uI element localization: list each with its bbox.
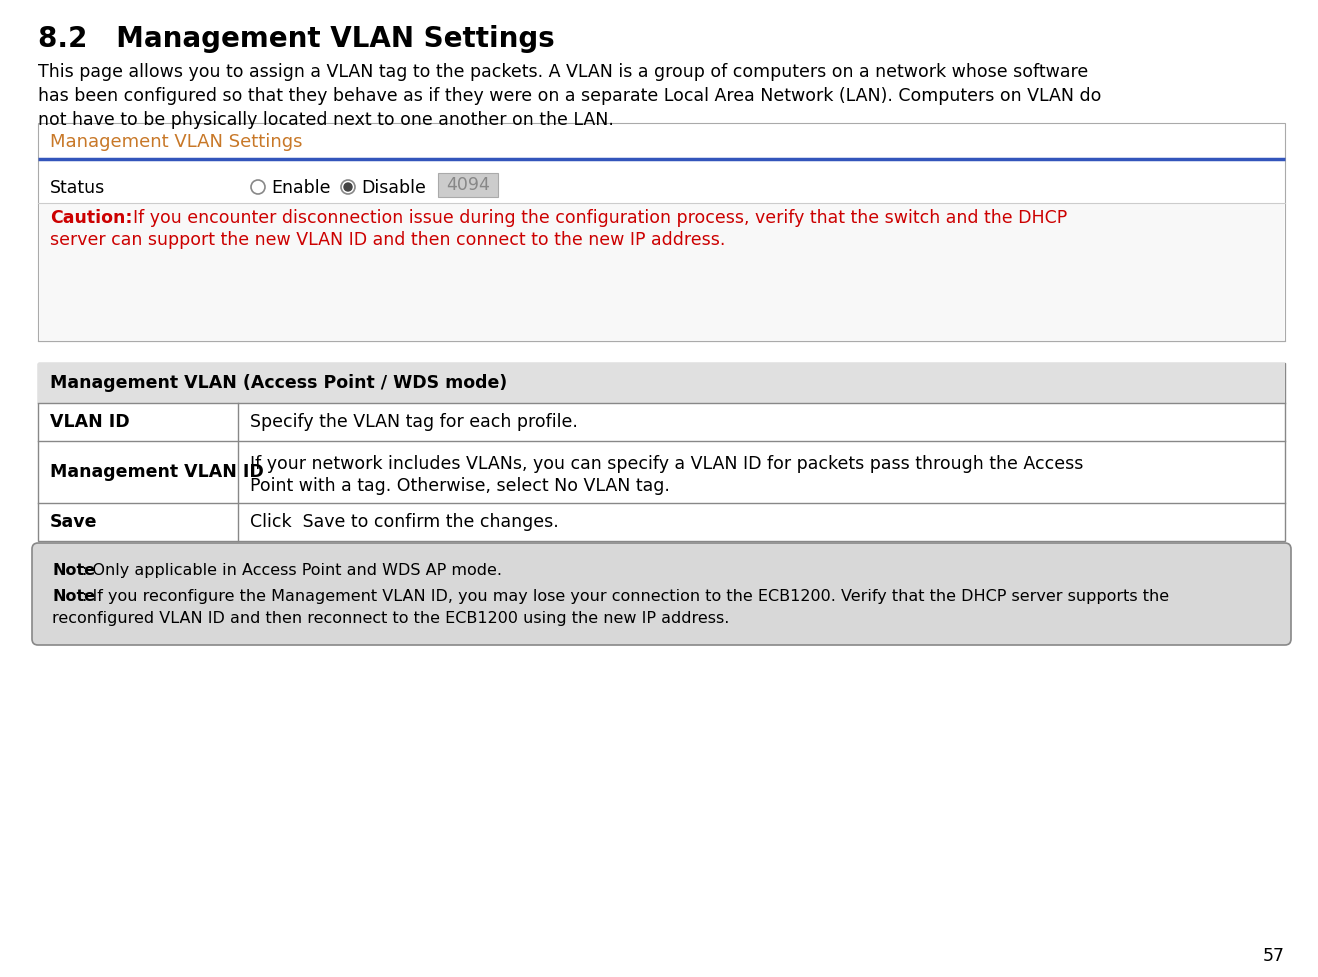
Text: Management VLAN (Access Point / WDS mode): Management VLAN (Access Point / WDS mode… <box>50 374 507 392</box>
Text: : If you reconfigure the Management VLAN ID, you may lose your connection to the: : If you reconfigure the Management VLAN… <box>82 589 1169 604</box>
FancyBboxPatch shape <box>32 543 1292 645</box>
Text: Click  Save to confirm the changes.: Click Save to confirm the changes. <box>250 513 559 531</box>
Text: Management VLAN ID: Management VLAN ID <box>50 463 264 481</box>
Text: not have to be physically located next to one another on the LAN.: not have to be physically located next t… <box>38 111 614 129</box>
Text: This page allows you to assign a VLAN tag to the packets. A VLAN is a group of c: This page allows you to assign a VLAN ta… <box>38 63 1089 81</box>
Text: reconfigured VLAN ID and then reconnect to the ECB1200 using the new IP address.: reconfigured VLAN ID and then reconnect … <box>51 611 729 626</box>
Text: : Only applicable in Access Point and WDS AP mode.: : Only applicable in Access Point and WD… <box>82 563 502 578</box>
Bar <box>40 203 1284 340</box>
Text: 8.2   Management VLAN Settings: 8.2 Management VLAN Settings <box>38 25 555 53</box>
Text: Save: Save <box>50 513 98 531</box>
Text: Caution:: Caution: <box>50 209 133 227</box>
Text: Specify the VLAN tag for each profile.: Specify the VLAN tag for each profile. <box>250 413 577 431</box>
Text: Point with a tag. Otherwise, select No VLAN tag.: Point with a tag. Otherwise, select No V… <box>250 477 670 495</box>
Text: 4094: 4094 <box>445 176 490 194</box>
Circle shape <box>250 180 265 194</box>
Bar <box>438 173 498 197</box>
Text: 57: 57 <box>1263 947 1285 965</box>
Text: If you encounter disconnection issue during the configuration process, verify th: If you encounter disconnection issue dur… <box>123 209 1068 227</box>
Text: If your network includes VLANs, you can specify a VLAN ID for packets pass throu: If your network includes VLANs, you can … <box>250 455 1083 473</box>
Bar <box>38 363 1285 403</box>
Text: Note: Note <box>51 589 95 604</box>
Bar <box>38 123 1285 341</box>
Text: VLAN ID: VLAN ID <box>50 413 129 431</box>
Text: Note: Note <box>51 563 95 578</box>
Text: has been configured so that they behave as if they were on a separate Local Area: has been configured so that they behave … <box>38 87 1102 105</box>
Text: server can support the new VLAN ID and then connect to the new IP address.: server can support the new VLAN ID and t… <box>50 231 725 249</box>
Bar <box>38 363 1285 541</box>
Text: Disable: Disable <box>361 179 426 197</box>
Text: Management VLAN Settings: Management VLAN Settings <box>50 133 303 151</box>
Text: Status: Status <box>50 179 105 197</box>
Text: Enable: Enable <box>272 179 331 197</box>
Circle shape <box>341 180 355 194</box>
Circle shape <box>344 183 352 191</box>
